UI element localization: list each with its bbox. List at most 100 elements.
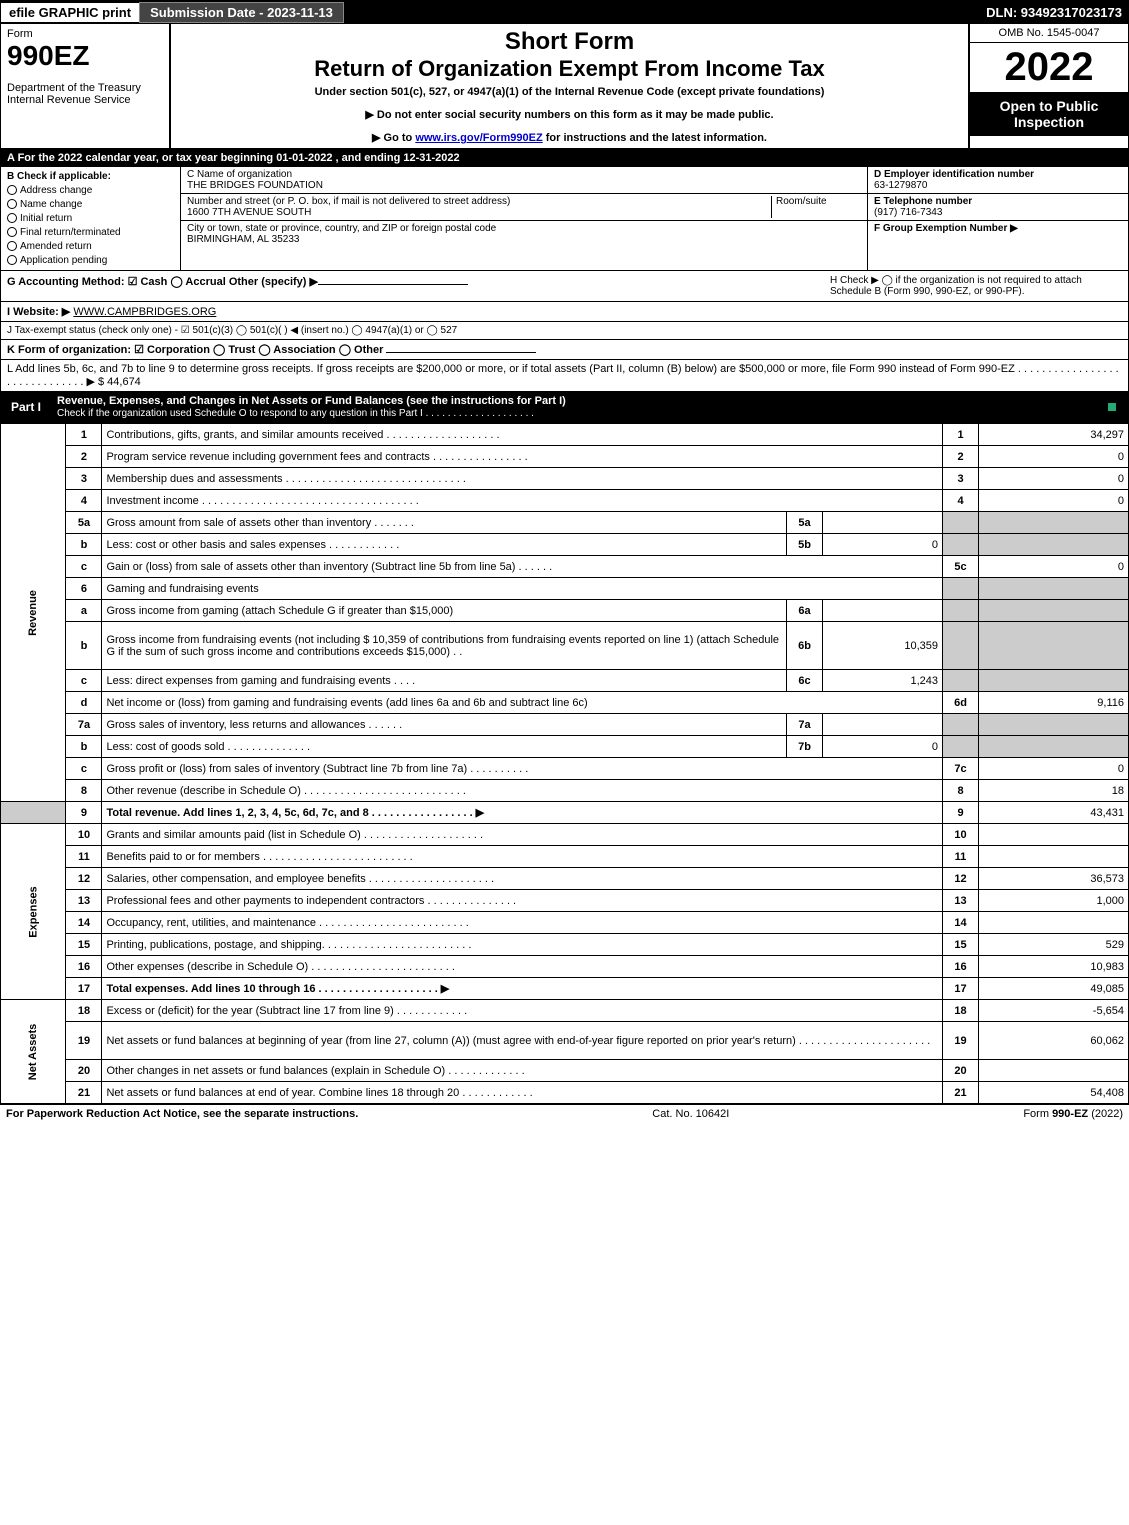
c-street-value: 1600 7TH AVENUE SOUTH	[187, 207, 311, 218]
e-phone: E Telephone number (917) 716-7343	[868, 194, 1128, 221]
omb-number: OMB No. 1545-0047	[970, 24, 1128, 43]
g-other-input[interactable]	[318, 284, 468, 285]
total-revenue-label: Total revenue. Add lines 1, 2, 3, 4, 5c,…	[106, 807, 484, 819]
block-bcdef: B Check if applicable: Address change Na…	[0, 167, 1129, 271]
table-row: 7aGross sales of inventory, less returns…	[1, 714, 1129, 736]
part-1-title: Revenue, Expenses, and Changes in Net As…	[51, 392, 572, 422]
website-link[interactable]: WWW.CAMPBRIDGES.ORG	[73, 306, 216, 318]
checkbox-application-pending[interactable]: Application pending	[7, 255, 174, 266]
form-footer-ref: Form 990-EZ (2022)	[1023, 1108, 1123, 1120]
checkbox-amended-return[interactable]: Amended return	[7, 241, 174, 252]
row-j-tax-exempt: J Tax-exempt status (check only one) - ☑…	[0, 322, 1129, 340]
table-row: 4Investment income . . . . . . . . . . .…	[1, 490, 1129, 512]
row-g-h: G Accounting Method: ☑ Cash ◯ Accrual Ot…	[0, 271, 1129, 302]
c-street: Number and street (or P. O. box, if mail…	[181, 194, 867, 221]
table-row: dNet income or (loss) from gaming and fu…	[1, 692, 1129, 714]
form-number: 990EZ	[7, 40, 163, 72]
table-row: 6Gaming and fundraising events	[1, 578, 1129, 600]
opt-amended-return: Amended return	[20, 241, 92, 252]
footer-form-num: 990-EZ	[1052, 1108, 1088, 1120]
table-row: Expenses 10Grants and similar amounts pa…	[1, 824, 1129, 846]
part-1-label: Part I	[1, 397, 51, 417]
page-footer: For Paperwork Reduction Act Notice, see …	[0, 1104, 1129, 1123]
form-title: Return of Organization Exempt From Incom…	[177, 56, 962, 82]
table-row: cGross profit or (loss) from sales of in…	[1, 758, 1129, 780]
header-center: Short Form Return of Organization Exempt…	[171, 24, 968, 148]
table-row: 11Benefits paid to or for members . . . …	[1, 846, 1129, 868]
expenses-side-label: Expenses	[1, 824, 66, 1000]
note-link-row: ▶ Go to www.irs.gov/Form990EZ for instru…	[177, 131, 962, 144]
table-row: 21Net assets or fund balances at end of …	[1, 1082, 1129, 1104]
irs-link[interactable]: www.irs.gov/Form990EZ	[415, 132, 542, 144]
table-row: 12Salaries, other compensation, and empl…	[1, 868, 1129, 890]
checkbox-address-change[interactable]: Address change	[7, 185, 174, 196]
opt-address-change: Address change	[20, 185, 92, 196]
checkbox-final-return[interactable]: Final return/terminated	[7, 227, 174, 238]
table-row: Net Assets 18Excess or (deficit) for the…	[1, 1000, 1129, 1022]
c-street-label: Number and street (or P. O. box, if mail…	[187, 196, 510, 207]
col-b-header: B Check if applicable:	[7, 171, 174, 182]
form-subtitle: Under section 501(c), 527, or 4947(a)(1)…	[177, 86, 962, 98]
c-org-name: C Name of organization THE BRIDGES FOUND…	[181, 167, 867, 194]
row-i-website: I Website: ▶ WWW.CAMPBRIDGES.ORG	[0, 302, 1129, 322]
revenue-side-label: Revenue	[1, 424, 66, 802]
opt-name-change: Name change	[20, 199, 82, 210]
footer-form-pre: Form	[1023, 1108, 1052, 1120]
table-row: 8Other revenue (describe in Schedule O) …	[1, 780, 1129, 802]
f-group-label: F Group Exemption Number ▶	[874, 223, 1018, 234]
form-header: Form 990EZ Department of the Treasury In…	[0, 24, 1129, 149]
table-row: cGain or (loss) from sale of assets othe…	[1, 556, 1129, 578]
line-amount: 34,297	[979, 424, 1129, 446]
netassets-side-label: Net Assets	[1, 1000, 66, 1104]
table-row: 2Program service revenue including gover…	[1, 446, 1129, 468]
form-word: Form	[7, 28, 163, 40]
table-row: 9Total revenue. Add lines 1, 2, 3, 4, 5c…	[1, 802, 1129, 824]
k-text: K Form of organization: ☑ Corporation ◯ …	[7, 344, 383, 356]
c-city: City or town, state or province, country…	[181, 221, 867, 247]
table-row: 13Professional fees and other payments t…	[1, 890, 1129, 912]
footer-form-post: (2022)	[1088, 1108, 1123, 1120]
table-row: 17Total expenses. Add lines 10 through 1…	[1, 978, 1129, 1000]
table-row: 3Membership dues and assessments . . . .…	[1, 468, 1129, 490]
l-amount: 44,674	[107, 376, 141, 388]
h-schedule-b: H Check ▶ ◯ if the organization is not r…	[822, 275, 1122, 297]
c-city-label: City or town, state or province, country…	[187, 223, 496, 234]
row-a-period: A For the 2022 calendar year, or tax yea…	[0, 149, 1129, 167]
row-l-gross-receipts: L Add lines 5b, 6c, and 7b to line 9 to …	[0, 360, 1129, 392]
table-row: bGross income from fundraising events (n…	[1, 622, 1129, 670]
f-group-exemption: F Group Exemption Number ▶	[868, 221, 1128, 236]
col-c: C Name of organization THE BRIDGES FOUND…	[181, 167, 868, 270]
opt-application-pending: Application pending	[20, 255, 107, 266]
open-to-public: Open to Public Inspection	[970, 92, 1128, 136]
c-room-suite: Room/suite	[771, 196, 861, 218]
opt-final-return: Final return/terminated	[20, 227, 121, 238]
table-row: cLess: direct expenses from gaming and f…	[1, 670, 1129, 692]
efile-label: efile GRAPHIC print	[1, 3, 139, 22]
line-ref: 1	[943, 424, 979, 446]
part-1-title-text: Revenue, Expenses, and Changes in Net As…	[57, 395, 566, 407]
note-ssn: ▶ Do not enter social security numbers o…	[177, 108, 962, 121]
note-goto-pre: ▶ Go to	[372, 132, 415, 144]
e-phone-label: E Telephone number	[874, 196, 972, 207]
short-form-title: Short Form	[177, 28, 962, 56]
top-bar: efile GRAPHIC print Submission Date - 20…	[0, 0, 1129, 24]
header-left: Form 990EZ Department of the Treasury In…	[1, 24, 171, 148]
table-row: 5aGross amount from sale of assets other…	[1, 512, 1129, 534]
total-expenses-label: Total expenses. Add lines 10 through 16 …	[106, 983, 449, 995]
l-text: L Add lines 5b, 6c, and 7b to line 9 to …	[7, 363, 1119, 388]
table-row: bLess: cost of goods sold . . . . . . . …	[1, 736, 1129, 758]
table-row: bLess: cost or other basis and sales exp…	[1, 534, 1129, 556]
checkbox-name-change[interactable]: Name change	[7, 199, 174, 210]
part-1-checkbox[interactable]	[1107, 401, 1128, 413]
paperwork-notice: For Paperwork Reduction Act Notice, see …	[6, 1108, 358, 1120]
checkbox-initial-return[interactable]: Initial return	[7, 213, 174, 224]
line-num: 1	[66, 424, 102, 446]
submission-date: Submission Date - 2023-11-13	[139, 2, 344, 23]
i-label: I Website: ▶	[7, 306, 70, 318]
note-ssn-text: ▶ Do not enter social security numbers o…	[365, 109, 773, 121]
col-b-header-text: B Check if applicable:	[7, 171, 111, 182]
part-1-header: Part I Revenue, Expenses, and Changes in…	[0, 392, 1129, 423]
c-city-value: BIRMINGHAM, AL 35233	[187, 234, 299, 245]
financial-table: Revenue 1 Contributions, gifts, grants, …	[0, 423, 1129, 1104]
k-other-input[interactable]	[386, 352, 536, 353]
